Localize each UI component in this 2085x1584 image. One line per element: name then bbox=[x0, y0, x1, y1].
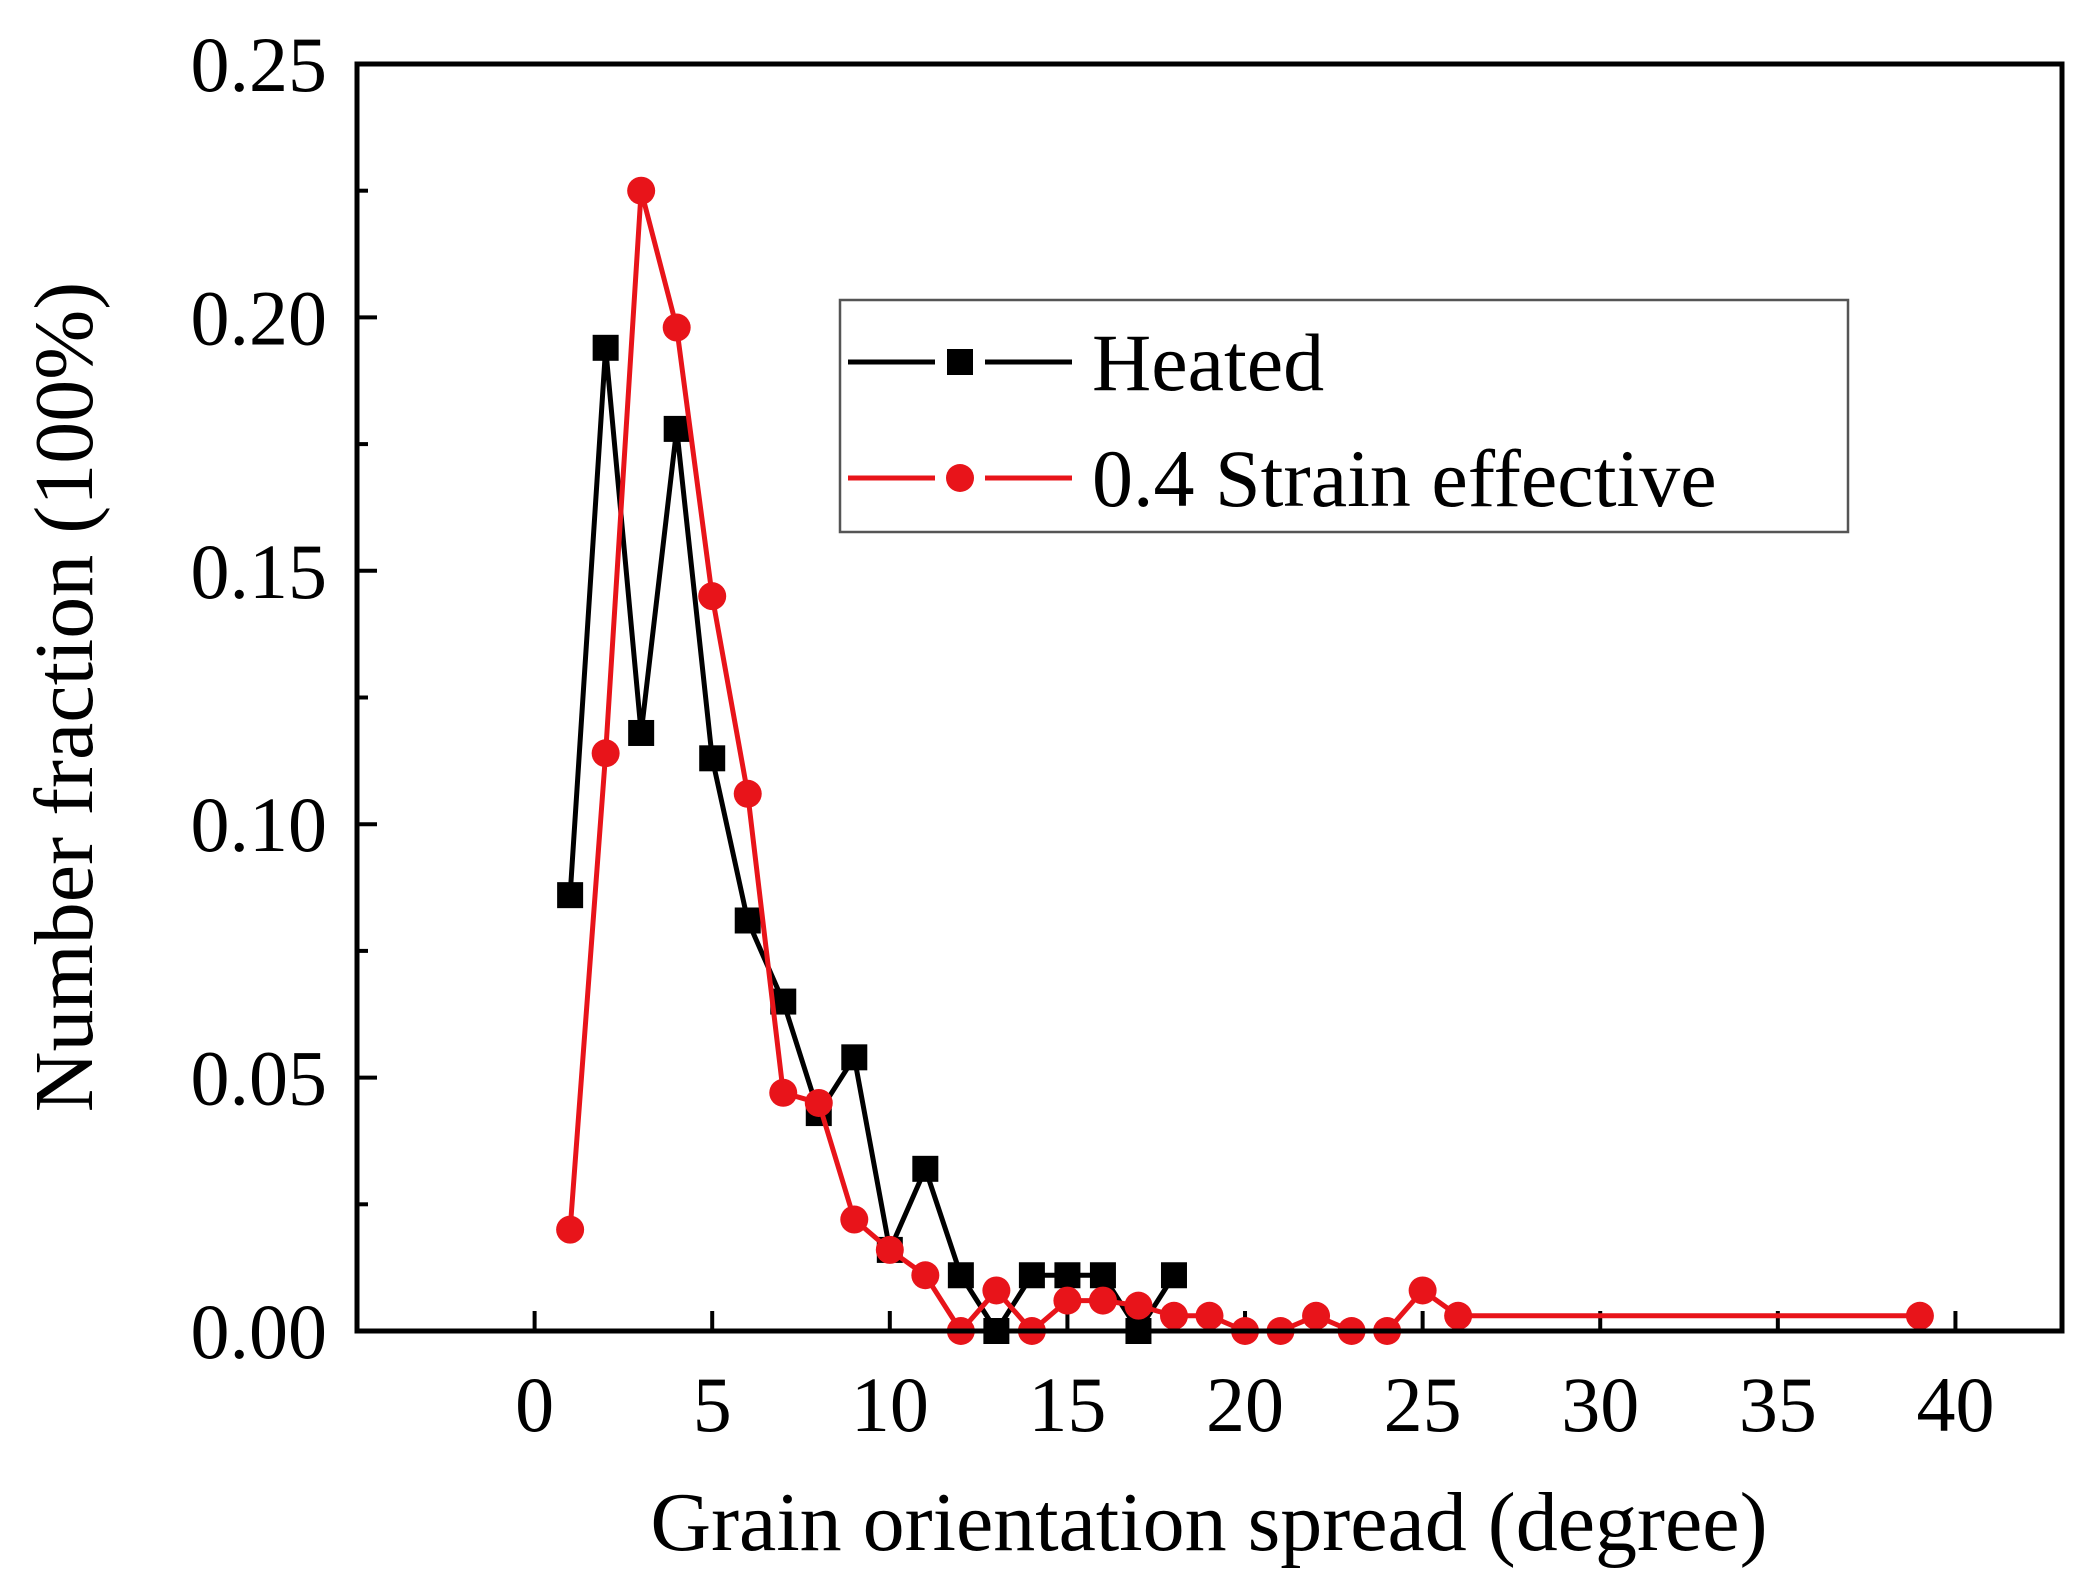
series-point bbox=[592, 334, 619, 361]
x-tick-label: 40 bbox=[1916, 1361, 1994, 1448]
legend-box bbox=[838, 298, 1850, 534]
x-axis-title: Grain orientation spread (degree) bbox=[650, 1476, 1767, 1569]
series-layer bbox=[556, 176, 1934, 1345]
legend-label: 0.4 Strain effective bbox=[1092, 433, 1717, 524]
x-tick-label: 30 bbox=[1561, 1361, 1639, 1448]
x-tick-label: 10 bbox=[851, 1361, 929, 1448]
series-point bbox=[840, 1205, 869, 1234]
y-tick-label: 0.20 bbox=[191, 274, 328, 361]
series-point bbox=[1054, 1262, 1081, 1289]
series-point bbox=[663, 415, 690, 442]
plot-frame bbox=[354, 61, 2065, 1334]
y-tick-label: 0.10 bbox=[191, 781, 328, 868]
legend-marker bbox=[946, 464, 974, 492]
series-point bbox=[1905, 1301, 1934, 1330]
y-axis-ticks: 0.00 0.05 0.10 0.15 0.20 0.25 bbox=[191, 21, 377, 1375]
series-point bbox=[875, 1235, 904, 1264]
series-point bbox=[1160, 1262, 1187, 1289]
series-point bbox=[1159, 1301, 1188, 1330]
series-point bbox=[911, 1261, 940, 1290]
y-tick-label: 0.15 bbox=[191, 528, 328, 615]
series-point bbox=[1018, 1262, 1045, 1289]
x-tick-label: 25 bbox=[1384, 1361, 1462, 1448]
series-point bbox=[662, 313, 691, 342]
x-tick-label: 0 bbox=[515, 1361, 554, 1448]
series-point bbox=[1195, 1301, 1224, 1330]
series-point bbox=[1088, 1286, 1117, 1315]
series-point bbox=[627, 176, 656, 205]
series-point bbox=[628, 719, 655, 746]
y-tick-label: 0.00 bbox=[191, 1288, 328, 1375]
x-tick-label: 15 bbox=[1028, 1361, 1106, 1448]
y-axis-title: Number fraction (100%) bbox=[18, 282, 111, 1112]
legend-marker bbox=[947, 349, 973, 375]
legend-label: Heated bbox=[1092, 317, 1324, 408]
series-point bbox=[1302, 1301, 1331, 1330]
series-point bbox=[982, 1276, 1011, 1305]
series-point bbox=[1089, 1262, 1116, 1289]
series-point bbox=[1124, 1291, 1153, 1320]
y-tick-label: 0.25 bbox=[191, 21, 328, 108]
series-point bbox=[912, 1155, 939, 1182]
series-point bbox=[699, 745, 726, 772]
series-point bbox=[1053, 1286, 1082, 1315]
series-point bbox=[1408, 1276, 1437, 1305]
series-point bbox=[734, 907, 761, 934]
series-point bbox=[733, 779, 762, 808]
legend: Heated 0.4 Strain effective bbox=[838, 298, 1850, 534]
series-point bbox=[1444, 1301, 1473, 1330]
series-point bbox=[591, 739, 620, 768]
x-tick-label: 5 bbox=[693, 1361, 732, 1448]
y-tick-label: 0.05 bbox=[191, 1035, 328, 1122]
series-point bbox=[769, 1078, 798, 1107]
series-point bbox=[947, 1262, 974, 1289]
x-axis-ticks: 0 5 10 15 20 25 30 35 40 bbox=[515, 1311, 1994, 1448]
series-point bbox=[698, 582, 727, 611]
x-tick-label: 35 bbox=[1739, 1361, 1817, 1448]
series-point bbox=[804, 1088, 833, 1117]
series-point bbox=[556, 1215, 585, 1244]
x-tick-label: 20 bbox=[1206, 1361, 1284, 1448]
series-point bbox=[557, 882, 584, 909]
series-point bbox=[841, 1044, 868, 1071]
